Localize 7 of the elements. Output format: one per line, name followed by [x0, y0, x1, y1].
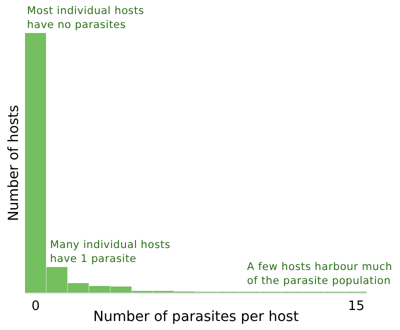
x-tick-label: 0	[32, 299, 40, 314]
y-axis-title: Number of hosts	[6, 104, 22, 222]
annotation: A few hosts harbour much of the parasite population	[247, 261, 392, 287]
text: Most individual hosts have no parasites	[27, 5, 144, 31]
x-axis-title: Number of parasites per host	[93, 309, 300, 325]
x-tick-label: 15	[348, 299, 365, 314]
annotation: Many individual hosts have 1 parasite	[50, 239, 170, 265]
